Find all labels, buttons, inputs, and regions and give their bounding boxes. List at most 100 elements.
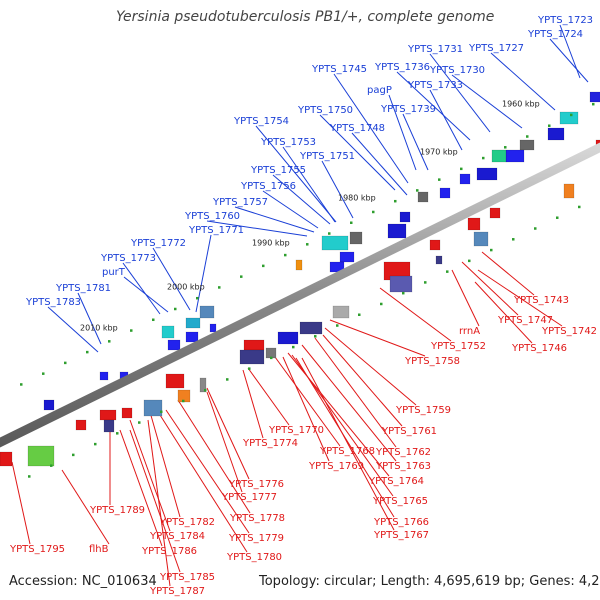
leader-line [272,174,331,225]
gene-feature [399,211,411,223]
track-dot [108,340,111,343]
gene-label-top: YPTS_1731 [407,44,463,55]
gene-feature [121,407,133,419]
gene-label-top: YPTS_1760 [184,211,240,222]
leader-line [396,71,471,141]
leader-line [262,190,319,229]
gene-label-top: YPTS_1755 [250,165,306,176]
track-dot [138,421,141,424]
gene-feature [519,139,535,151]
track-dot [468,259,471,263]
leader-line [195,234,212,313]
gene-label-top: YPTS_1753 [260,137,316,148]
gene-feature [165,373,185,389]
leader-line [329,319,426,357]
gene-feature [473,231,489,247]
gene-label-bottom: YPTS_1784 [149,531,205,542]
genome-backbone [0,142,600,448]
track-dot [248,367,251,370]
gene-label-top: YPTS_1736 [374,62,430,73]
leader-line [451,74,523,129]
track-dot [372,210,375,214]
gene-label-top: YPTS_1730 [429,65,485,76]
gene-feature [417,191,429,203]
gene-label-top: pagP [367,85,392,96]
leader-line [206,391,243,493]
track-dot [218,286,221,289]
gene-label-top: YPTS_1723 [537,15,593,26]
gene-label-top: YPTS_1748 [329,123,385,134]
track-dot [350,221,353,224]
gene-label-top: YPTS_1771 [188,225,244,236]
track-dot [292,345,295,349]
track-dot [152,318,155,322]
gene-feature [476,167,498,181]
gene-feature [505,149,525,163]
gene-label-bottom: YPTS_1787 [149,586,205,597]
track-dot [490,248,493,252]
gene-label-top: YPTS_1773 [100,253,156,264]
gene-label-bottom: YPTS_1765 [372,496,428,507]
leader-line [402,113,429,171]
kbp-label: 1990 kbp [252,239,290,248]
leader-line [129,429,181,573]
track-dot [402,291,405,295]
track-dot [394,199,397,203]
track-dot [174,307,177,311]
gene-label-bottom: YPTS_1742 [541,326,597,337]
leader-line [47,306,99,353]
track-dot [204,388,207,392]
leader-line [321,160,354,219]
gene-feature [439,187,451,199]
track-dot [72,453,75,457]
accession-text: Accession: NC_010634 [9,574,157,589]
gene-label-bottom: YPTS_1779 [228,533,284,544]
gene-feature [239,349,265,365]
gene-feature [387,223,407,239]
gene-feature [467,217,481,231]
gene-label-bottom: YPTS_1764 [368,476,424,487]
leader-line [147,419,171,587]
track-dot [196,296,199,300]
track-dot [446,270,449,273]
leader-line [301,357,395,531]
track-dot [534,227,537,230]
leader-line [247,367,290,426]
gene-label-bottom: YPTS_1777 [221,492,277,503]
track-dot [20,383,23,386]
leader-line [11,461,31,545]
kbp-ticks: 1960 kbp 1970 kbp 1980 kbp 1990 kbp 2000 kbp… [80,100,540,333]
gene-feature [27,445,55,467]
gene-feature [332,305,350,319]
gene-label-top: YPTS_1783 [25,297,81,308]
leader-line [451,269,480,327]
gene-feature [489,207,501,219]
gene-feature [185,317,201,329]
gene-label-top: YPTS_1756 [240,181,296,192]
gene-label-bottom: YPTS_1782 [159,517,215,528]
track-dot [526,135,529,138]
gene-label-top: YPTS_1727 [468,43,524,54]
track-dot [482,156,485,160]
leader-line [314,337,397,448]
gene-label-bottom: YPTS_1767 [373,530,429,541]
gene-label-bottom: YPTS_1762 [375,447,431,458]
gene-feature [0,451,13,467]
gene-label-bottom: YPTS_1746 [511,343,567,354]
track-dot [226,378,229,381]
track-dot [50,464,53,467]
leader-line [119,429,163,547]
gene-feature [349,231,363,245]
gene-feature [143,399,163,417]
leader-line [287,352,390,477]
track-dot [42,372,45,375]
gene-feature [99,409,117,421]
track-dot [548,124,551,127]
leader-line [379,287,452,342]
gene-feature [265,347,277,359]
leader-line [319,114,396,191]
track-dot [380,302,383,306]
gene-feature [491,149,507,163]
gene-label-bottom: YPTS_1747 [497,315,553,326]
gene-label-bottom: YPTS_1763 [375,461,431,472]
